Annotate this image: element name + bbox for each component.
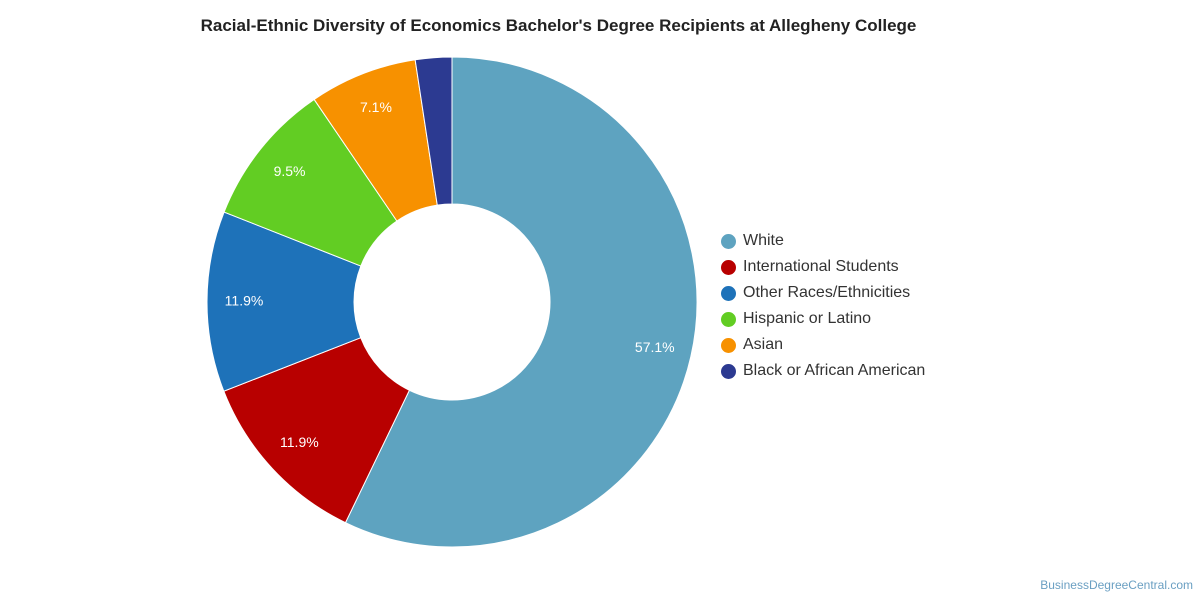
legend-label: Asian: [743, 336, 784, 353]
legend-item-asian[interactable]: Asian: [721, 332, 925, 358]
source-credit[interactable]: BusinessDegreeCentral.com: [1040, 578, 1193, 592]
slice-black-or-african-american[interactable]: [414, 56, 453, 206]
slice-label-other-races-ethnicities: 11.9%: [225, 292, 264, 308]
legend-swatch: [721, 233, 736, 249]
legend-label: White: [743, 232, 784, 249]
legend-item-white[interactable]: White: [721, 228, 925, 254]
legend-item-black-or-african-american[interactable]: Black or African American: [721, 358, 925, 384]
legend-swatch: [721, 285, 736, 301]
donut-slices: [206, 56, 698, 548]
legend-label: International Students: [743, 258, 899, 275]
slice-label-white: 57.1%: [635, 339, 675, 355]
slice-label-hispanic-or-latino: 9.5%: [274, 163, 306, 179]
slice-international-students[interactable]: [223, 337, 411, 524]
legend-label: Black or African American: [743, 362, 926, 379]
slice-label-international-students: 11.9%: [280, 434, 319, 450]
legend-item-other-races-ethnicities[interactable]: Other Races/Ethnicities: [721, 280, 925, 306]
legend-swatch: [721, 337, 736, 353]
legend-swatch: [721, 363, 736, 379]
legend: White International Students Other Races/E…: [721, 228, 925, 384]
slice-other-races-ethnicities[interactable]: [206, 211, 362, 392]
legend-swatch: [721, 259, 736, 275]
legend-item-international-students[interactable]: International Students: [721, 254, 925, 280]
slice-label-asian: 7.1%: [360, 99, 392, 115]
legend-item-hispanic-or-latino[interactable]: Hispanic or Latino: [721, 306, 925, 332]
slice-labels: 57.1% 11.9% 11.9% 9.5% 7.1%: [225, 99, 675, 450]
legend-label: Hispanic or Latino: [743, 310, 872, 327]
chart-title: Racial-Ethnic Diversity of Economics Bac…: [200, 16, 917, 35]
legend-label: Other Races/Ethnicities: [743, 284, 911, 301]
legend-swatch: [721, 311, 736, 327]
slice-white[interactable]: [344, 56, 698, 548]
